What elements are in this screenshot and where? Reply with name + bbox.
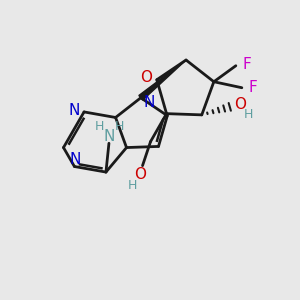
Text: H: H (114, 120, 124, 133)
Text: N: N (103, 129, 115, 144)
Text: F: F (243, 57, 252, 72)
Text: N: N (144, 95, 155, 110)
Text: H: H (128, 179, 137, 192)
Polygon shape (139, 60, 186, 100)
Text: H: H (244, 108, 253, 122)
Text: O: O (140, 70, 152, 85)
Text: N: N (69, 103, 80, 118)
Text: F: F (249, 80, 258, 95)
Text: O: O (134, 167, 146, 182)
Text: N: N (70, 152, 81, 167)
Text: H: H (94, 120, 104, 133)
Text: O: O (234, 98, 246, 112)
